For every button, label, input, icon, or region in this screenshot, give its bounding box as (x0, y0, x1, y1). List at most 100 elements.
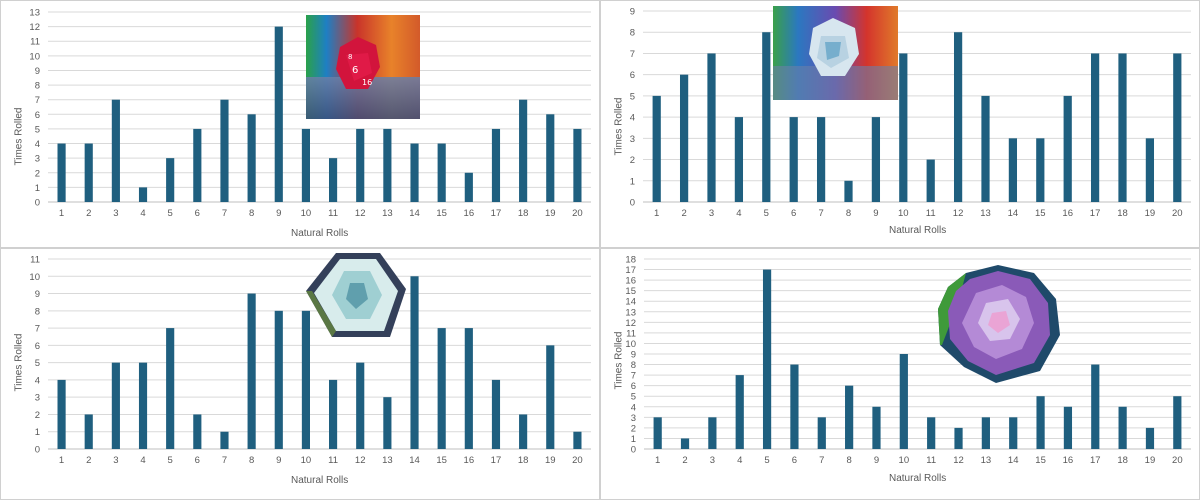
bar-14 (410, 143, 419, 202)
y-tick-label: 12 (29, 22, 40, 33)
y-tick-label: 7 (35, 95, 40, 106)
bar-18 (1118, 406, 1127, 449)
bar-18 (1118, 53, 1127, 202)
y-tick-label: 5 (35, 358, 40, 369)
y-tick-label: 18 (625, 255, 636, 266)
bar-7 (220, 431, 229, 449)
x-tick-label: 9 (276, 455, 281, 466)
x-tick-label: 12 (355, 208, 366, 219)
x-tick-label: 17 (491, 455, 502, 466)
bar-15 (437, 143, 446, 202)
y-tick-label: 8 (630, 28, 635, 39)
x-tick-label: 10 (898, 208, 909, 219)
bar-19 (546, 114, 555, 202)
y-tick-label: 3 (630, 134, 635, 145)
y-axis-label: Times Rolled (13, 333, 25, 392)
bar-6 (193, 414, 202, 449)
bar-14 (410, 276, 419, 449)
y-axis-label: Times Rolled (613, 331, 625, 390)
bar-13 (981, 417, 990, 449)
y-tick-label: 3 (35, 393, 40, 404)
y-tick-label: 7 (35, 324, 40, 335)
y-axis-label: Times Rolled (613, 97, 625, 156)
x-tick-label: 9 (276, 208, 281, 219)
x-tick-label: 2 (86, 455, 91, 466)
x-tick-label: 3 (113, 455, 118, 466)
bar-11 (329, 158, 338, 202)
bar-11 (329, 379, 338, 449)
x-axis-label: Natural Rolls (889, 473, 947, 484)
bar-17 (491, 128, 501, 202)
bar-19 (546, 345, 555, 449)
x-tick-label: 18 (1117, 455, 1128, 466)
bar-1 (652, 95, 661, 202)
bar-2 (84, 414, 93, 449)
bar-11 (927, 417, 936, 449)
x-tick-label: 5 (764, 208, 769, 219)
bar-1 (57, 143, 66, 202)
x-tick-label: 12 (953, 208, 964, 219)
clear-blue-d20-photo (773, 6, 898, 100)
bar-10 (899, 53, 908, 202)
y-tick-label: 5 (35, 124, 40, 135)
x-tick-label: 1 (59, 455, 64, 466)
y-tick-label: 4 (35, 139, 40, 150)
x-tick-label: 20 (1172, 455, 1183, 466)
y-tick-label: 9 (630, 7, 635, 18)
bar-13 (981, 95, 990, 202)
bar-7 (816, 117, 826, 202)
y-tick-label: 10 (29, 272, 40, 283)
y-tick-label: 11 (30, 37, 40, 48)
bar-17 (491, 379, 501, 449)
x-tick-label: 6 (791, 208, 796, 219)
bar-8 (247, 114, 256, 202)
x-tick-label: 2 (86, 208, 91, 219)
x-tick-label: 11 (926, 455, 936, 466)
x-tick-label: 18 (1117, 208, 1128, 219)
bar-9 (274, 310, 283, 449)
y-tick-label: 9 (35, 289, 40, 300)
y-tick-label: 17 (625, 265, 636, 276)
bar-8 (845, 385, 854, 449)
chart-panel-4: 0 1 2 3 4 5 6 7 8 9 10 11 12 13 14 15 16 17 18 1 2 3 4 5 6 7 8 9 10 1… (600, 248, 1200, 500)
bar-17 (1090, 53, 1100, 202)
y-tick-label: 8 (35, 306, 40, 317)
y-tick-label: 11 (626, 328, 636, 339)
x-tick-label: 3 (710, 455, 715, 466)
x-tick-label: 2 (682, 455, 687, 466)
bar-13 (383, 128, 392, 202)
clear-teal-d20-photo (306, 251, 406, 343)
y-tick-label: 1 (35, 183, 40, 194)
x-tick-label: 4 (140, 208, 145, 219)
x-tick-label: 11 (328, 208, 338, 219)
y-tick-label: 3 (35, 154, 40, 165)
x-tick-label: 16 (1063, 455, 1074, 466)
y-tick-label: 9 (35, 66, 40, 77)
bar-4 (734, 117, 744, 202)
x-tick-label: 9 (874, 455, 879, 466)
bar-17 (1091, 364, 1100, 449)
y-tick-label: 5 (631, 392, 636, 403)
bar-6 (193, 128, 202, 202)
y-tick-label: 0 (630, 198, 635, 209)
bar-5 (166, 328, 175, 449)
bar-20 (1173, 396, 1182, 449)
purple-d20-photo (936, 263, 1062, 385)
y-tick-label: 6 (630, 70, 635, 81)
y-tick-label: 4 (630, 113, 635, 124)
x-tick-label: 10 (301, 208, 312, 219)
bar-20 (573, 431, 582, 449)
bar-8 (844, 180, 853, 202)
red-d20-photo: 6 16 8 (306, 15, 420, 119)
x-tick-label: 13 (980, 208, 991, 219)
x-tick-label: 7 (818, 208, 823, 219)
bar-4 (138, 362, 148, 449)
y-tick-label: 3 (631, 413, 636, 424)
bar-18 (519, 414, 528, 449)
bar-1 (653, 417, 662, 449)
y-tick-label: 10 (625, 339, 636, 350)
chart-panel-1: 0 1 2 3 4 5 6 7 8 9 10 11 12 13 1 2 3 4 5 6 7 8 9 10 11 12 13 14 15 1… (0, 0, 600, 248)
bar-3 (111, 99, 120, 202)
y-tick-label: 6 (35, 341, 40, 352)
